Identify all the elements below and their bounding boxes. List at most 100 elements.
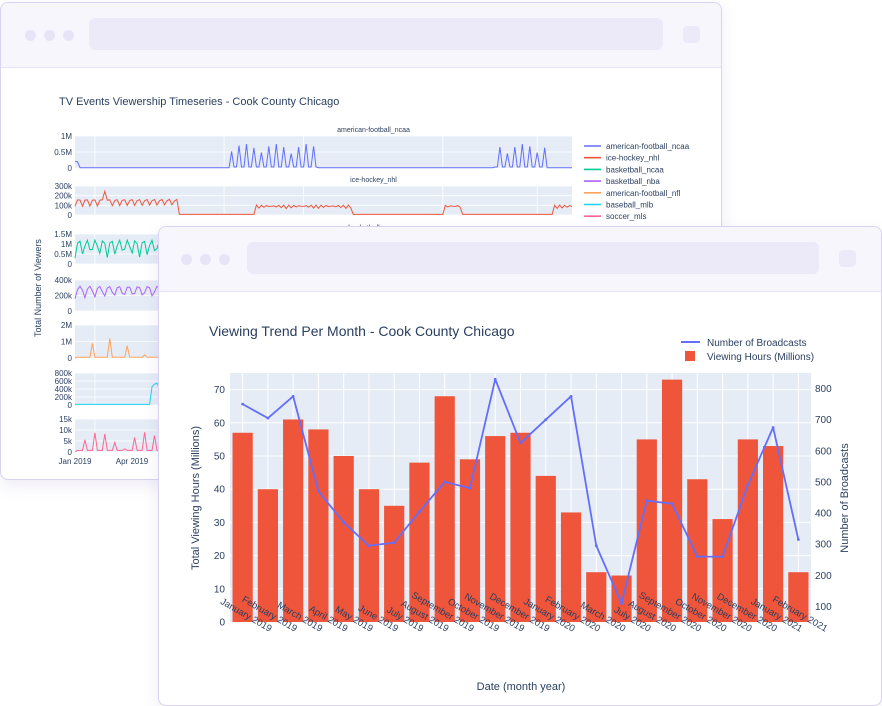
bar (510, 432, 531, 622)
window-dot-icon (181, 254, 192, 265)
monthly-trend-chart: Viewing Trend Per Month - Cook County Ch… (190, 323, 851, 693)
bar (611, 575, 632, 622)
y-tick-label: 50 (214, 452, 226, 463)
subplot-tick-label: 1M (61, 132, 72, 141)
subplot-tick-label: 1M (61, 338, 72, 347)
y-tick-label: 40 (214, 485, 226, 496)
x-axis-label: Date (month year) (477, 681, 566, 693)
timeseries-x-tick: Apr 2019 (116, 457, 149, 466)
y2-tick-label: 700 (815, 415, 832, 426)
front-window-titlebar (159, 227, 881, 292)
line-point (746, 483, 750, 487)
y-axis-left: 0 10 20 30 40 50 60 70 (214, 385, 226, 628)
window-dot-icon (44, 30, 55, 41)
back-address-bar[interactable] (89, 18, 663, 50)
y-tick-label: 0 (219, 618, 225, 629)
bar (485, 436, 506, 622)
legend-label: soccer_mls (606, 212, 646, 221)
subplot-tick-label: 0.5M (54, 148, 72, 157)
line-point (443, 480, 447, 484)
timeseries-title: TV Events Viewership Timeseries - Cook C… (59, 96, 339, 108)
subplot-background (75, 186, 572, 215)
y2-axis-label: Number of Broadcasts (839, 443, 851, 553)
bar (788, 572, 809, 622)
bar (737, 439, 758, 622)
line-point (670, 502, 674, 506)
subplot-tick-label: 1M (61, 240, 72, 249)
window-dot-icon (25, 30, 36, 41)
y-tick-label: 30 (214, 518, 226, 529)
bar-series (232, 379, 809, 622)
y2-tick-label: 400 (815, 509, 832, 520)
line-point (544, 418, 548, 422)
y-tick-label: 10 (214, 584, 226, 595)
line-point (493, 377, 497, 381)
y2-tick-label: 600 (815, 446, 832, 457)
subplot-line-american-football_ncaa (75, 143, 572, 169)
chart-title: Viewing Trend Per Month - Cook County Ch… (209, 323, 515, 339)
subplot-tick-label: 1.5M (54, 230, 72, 239)
bar (308, 429, 329, 622)
bar (384, 505, 405, 622)
legend-label: baseball_mlb (606, 201, 654, 210)
line-point (771, 426, 775, 429)
y2-tick-label: 500 (815, 477, 832, 488)
subplot-tick-label: 0 (68, 211, 73, 220)
bar (257, 489, 278, 622)
chart-legend: Number of Broadcasts Viewing Hours (Mill… (681, 338, 814, 363)
subplot-title: ice-hockey_nhl (350, 177, 397, 184)
front-address-bar[interactable] (247, 242, 819, 274)
subplot-tick-label: 0 (68, 448, 73, 457)
line-point (392, 541, 396, 545)
window-dot-icon (219, 254, 230, 265)
bar (687, 479, 708, 622)
line-point (342, 521, 346, 524)
subplot-tick-label: 300k (55, 182, 73, 191)
bar (661, 379, 683, 622)
y-tick-label: 70 (214, 385, 226, 396)
y-axis-label: Total Viewing Hours (Millions) (190, 426, 202, 570)
line-point (317, 489, 320, 493)
line-point (241, 402, 245, 406)
subplot-line-ice-hockey_nhl (74, 189, 573, 215)
y2-tick-label: 200 (815, 571, 832, 582)
bar (434, 396, 455, 622)
bar (333, 456, 354, 622)
subplot-tick-label: 600k (55, 377, 73, 386)
subplot-tick-label: 800k (55, 369, 73, 378)
subplot-tick-label: 15k (59, 415, 73, 424)
timeseries-y-axis-label: Total Number of Viewers (33, 239, 43, 337)
subplot-tick-label: 2M (61, 321, 72, 330)
subplot-tick-label: 200k (55, 292, 73, 301)
y2-tick-label: 300 (815, 540, 832, 551)
legend-bar-swatch (685, 351, 695, 361)
bar (232, 432, 253, 622)
subplot-tick-label: 0 (68, 307, 73, 316)
legend-label-broadcasts: Number of Broadcasts (707, 338, 807, 349)
line-point (266, 416, 270, 420)
back-window-menu-icon[interactable] (683, 26, 700, 43)
y2-tick-label: 100 (815, 602, 832, 613)
legend-label: ice-hockey_nhl (606, 154, 660, 163)
back-window-titlebar (1, 3, 721, 68)
subplot-tick-label: 0 (68, 354, 73, 363)
bar (459, 459, 481, 622)
window-dot-icon (200, 254, 211, 265)
line-point (367, 544, 371, 548)
subplot-tick-label: 200k (55, 393, 73, 402)
bar (763, 446, 784, 622)
subplot-tick-label: 10k (59, 426, 73, 435)
legend-label: american-football_ncaa (606, 142, 690, 151)
line-point (468, 486, 472, 490)
legend-label-hours: Viewing Hours (Millions) (707, 352, 814, 363)
subplot-tick-label: 400k (55, 385, 73, 394)
bar (358, 489, 380, 622)
y-axis-right: 100 200 300 400 500 600 700 800 (815, 384, 832, 613)
legend-label: american-football_nfl (606, 189, 680, 198)
line-point (620, 601, 623, 605)
y2-tick-label: 800 (815, 384, 832, 395)
bar (535, 475, 556, 622)
line-point (594, 544, 598, 548)
window-dot-icon (63, 30, 74, 41)
front-window-menu-icon[interactable] (839, 250, 856, 267)
